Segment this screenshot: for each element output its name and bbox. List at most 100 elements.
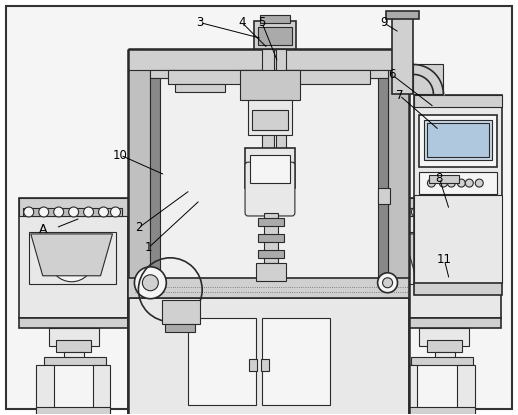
Bar [457,366,476,415]
Circle shape [441,207,451,217]
Bar [399,366,418,415]
Circle shape [110,207,121,217]
Bar [240,71,300,100]
FancyBboxPatch shape [245,162,295,216]
Bar [258,234,284,242]
Bar [392,198,501,216]
Bar [424,120,492,160]
Bar [411,357,473,366]
Bar [414,195,502,283]
Bar [427,123,489,157]
Text: 5: 5 [258,16,266,29]
Circle shape [24,207,34,217]
Bar [396,208,495,216]
Circle shape [427,179,436,187]
Circle shape [69,207,79,217]
Text: 6: 6 [388,68,395,81]
Bar [252,110,288,130]
Bar [23,208,122,216]
Text: 10: 10 [113,149,128,162]
Circle shape [50,238,94,282]
Bar [387,49,410,327]
Text: 8: 8 [436,171,443,185]
Circle shape [83,207,94,217]
Text: 3: 3 [196,16,204,29]
Polygon shape [404,234,489,276]
Bar [128,49,410,415]
Bar [248,100,292,135]
Bar [262,49,274,168]
Circle shape [436,250,456,270]
Bar [429,175,459,183]
Text: 9: 9 [380,16,387,29]
Circle shape [383,278,393,288]
Bar [55,339,91,352]
Polygon shape [31,234,112,276]
Bar [162,300,200,324]
Bar [414,283,502,295]
Bar [258,250,284,258]
Circle shape [471,207,481,217]
Bar [427,339,463,352]
Bar [19,198,128,216]
Circle shape [439,179,448,187]
Text: 7: 7 [396,89,404,102]
Circle shape [54,207,64,217]
Circle shape [426,207,436,217]
Bar [249,359,257,371]
Bar [254,21,296,49]
Text: 4: 4 [238,16,246,29]
Text: 1: 1 [145,242,152,254]
Bar [392,198,501,317]
Bar [150,78,161,278]
Bar [19,317,128,327]
Circle shape [142,275,159,291]
Bar [436,352,455,359]
Bar [258,218,284,226]
Bar [188,317,256,405]
Bar [258,27,292,44]
Bar [401,232,489,284]
Bar [175,84,225,93]
Bar [262,317,330,405]
Bar [165,324,195,332]
Bar [414,95,502,107]
Bar [128,49,150,327]
Bar [378,188,390,204]
Bar [261,359,269,371]
Circle shape [448,179,455,187]
Bar [250,155,290,183]
Bar [420,327,469,346]
Bar [420,172,497,194]
Bar [264,213,278,263]
Bar [36,408,110,415]
Bar [44,357,106,366]
Circle shape [456,207,466,217]
Bar [150,78,387,278]
Text: 2: 2 [135,222,142,234]
Bar [378,78,387,278]
Bar [168,71,370,84]
Bar [64,352,83,359]
Bar [392,317,501,327]
Bar [413,64,443,94]
Circle shape [476,179,483,187]
Bar [399,408,476,415]
Bar [392,15,413,94]
Bar [385,11,420,19]
Bar [256,263,286,281]
Bar [276,49,286,168]
Circle shape [62,250,82,270]
Bar [49,327,98,346]
Bar [19,198,128,317]
Text: 11: 11 [437,253,452,266]
Circle shape [134,267,166,299]
Circle shape [484,207,494,217]
Circle shape [457,179,465,187]
Bar [128,49,410,71]
Circle shape [411,207,422,217]
Circle shape [465,179,473,187]
Circle shape [397,207,407,217]
Bar [36,366,54,415]
Bar [420,115,497,167]
